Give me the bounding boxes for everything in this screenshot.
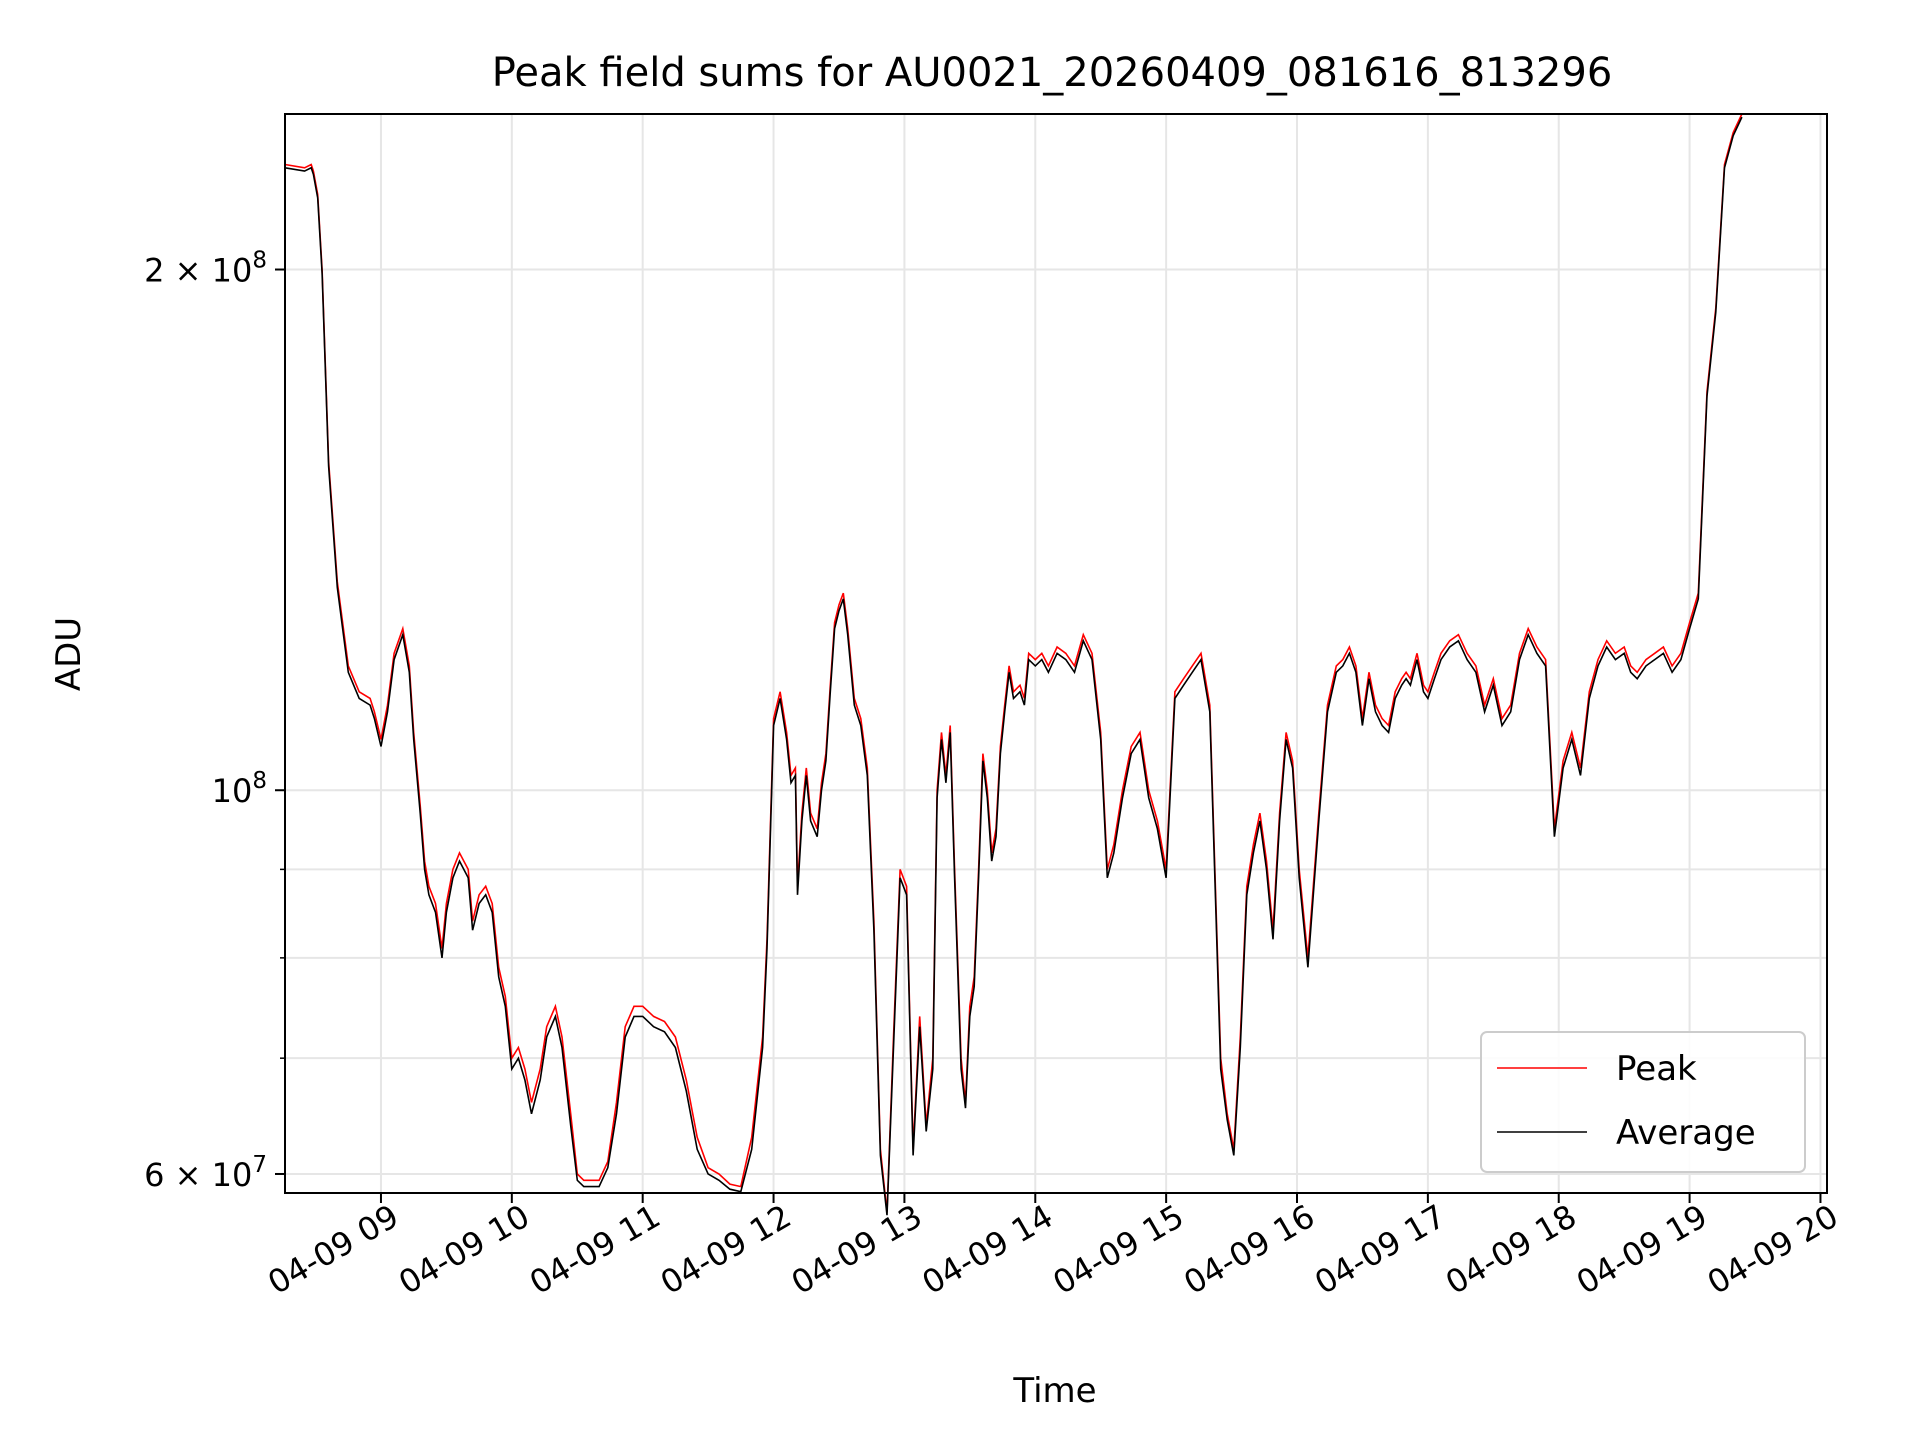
y-axis-ticks: 6 × 107 108 2 × 108	[144, 248, 285, 1194]
legend-label-peak: Peak	[1616, 1049, 1697, 1089]
y-axis-label: ADU	[49, 617, 89, 691]
y-tick-label: 6 × 107	[144, 1152, 267, 1194]
y-tick-label: 2 × 108	[144, 248, 267, 290]
legend-label-average: Average	[1616, 1113, 1756, 1153]
plot-frame	[284, 113, 1828, 1194]
y-tick-label: 108	[212, 768, 267, 810]
legend: Peak Average	[1480, 1031, 1806, 1173]
series-lines	[284, 113, 1743, 1216]
series-line-average	[284, 116, 1743, 1216]
x-axis-label: Time	[1012, 1371, 1096, 1411]
legend-box	[1480, 1031, 1806, 1173]
chart-title: Peak field sums for AU0021_20260409_0816…	[492, 50, 1613, 96]
